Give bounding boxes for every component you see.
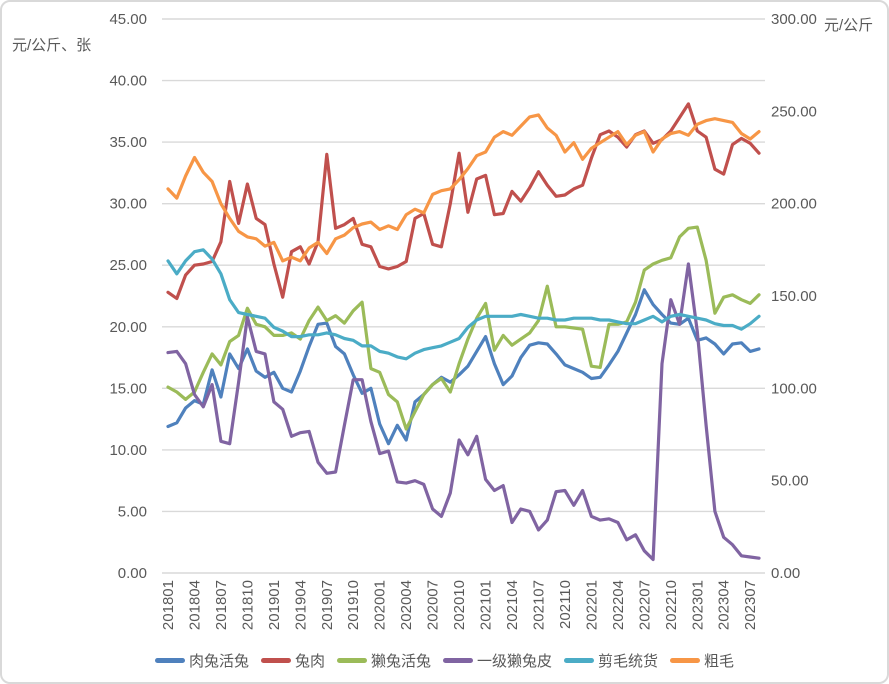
right-axis-tick-label: 300.00 — [771, 11, 817, 28]
x-axis-tick-label: 201810 — [239, 580, 256, 630]
x-axis-tick-label: 202301 — [689, 580, 706, 630]
legend-item-粗毛: 粗毛 — [670, 650, 734, 671]
left-axis-tick-label: 40.00 — [109, 73, 147, 90]
x-axis-tick-label: 202101 — [478, 580, 495, 630]
right-axis-tick-label: 250.00 — [771, 103, 817, 120]
left-axis-tick-label: 35.00 — [109, 134, 147, 151]
legend-swatch-icon — [564, 657, 595, 663]
left-axis-tick-label: 0.00 — [118, 565, 147, 582]
left-axis-tick-label: 30.00 — [109, 196, 147, 213]
right-axis-unit-label: 元/公斤 — [824, 17, 874, 34]
x-axis-tick-label: 202010 — [451, 580, 468, 630]
left-axis-tick-label: 25.00 — [109, 257, 147, 274]
x-axis-tick-label: 201804 — [187, 580, 204, 630]
legend-swatch-icon — [336, 657, 367, 663]
legend-label: 兔肉 — [294, 652, 325, 670]
x-axis-tick-label: 201807 — [213, 580, 230, 630]
legend-item-一级獭兔皮: 一级獭兔皮 — [443, 650, 552, 671]
left-axis-tick-label: 20.00 — [109, 319, 147, 336]
x-axis-tick-label: 202107 — [531, 580, 548, 630]
x-axis-tick-label: 202210 — [663, 580, 680, 630]
legend-label: 粗毛 — [704, 652, 735, 670]
legend-label: 剪毛统货 — [598, 652, 659, 670]
legend-swatch-icon — [154, 657, 185, 663]
legend-item-獭兔活兔: 獭兔活兔 — [336, 650, 431, 671]
left-axis-tick-label: 45.00 — [109, 11, 147, 28]
x-axis-tick-label: 202001 — [372, 580, 389, 630]
left-axis-tick-label: 10.00 — [109, 442, 147, 459]
series-line-4-剪毛统货 — [166, 248, 761, 361]
chart-legend: 肉兔活兔 兔肉 獭兔活兔 一级獭兔皮 剪毛统货 粗毛 — [2, 648, 887, 672]
legend-item-兔肉: 兔肉 — [260, 650, 325, 671]
x-axis-tick-label: 202204 — [610, 580, 627, 630]
legend-swatch-icon — [260, 657, 291, 663]
x-axis-tick-label: 202004 — [398, 580, 415, 630]
x-axis-tick-label: 201904 — [292, 580, 309, 630]
legend-label: 肉兔活兔 — [188, 652, 249, 670]
legend-swatch-icon — [443, 657, 473, 663]
x-axis-tick-label: 202110 — [557, 580, 574, 629]
x-axis-tick-label: 201907 — [319, 580, 336, 630]
right-axis-tick-label: 150.00 — [771, 288, 817, 305]
legend-swatch-icon — [670, 657, 701, 663]
series-line-3-一级獭兔皮 — [166, 262, 761, 562]
legend-item-剪毛统货: 剪毛统货 — [564, 650, 658, 671]
x-axis-tick-label: 201910 — [345, 580, 362, 630]
x-axis-tick-label: 202007 — [425, 580, 442, 630]
x-axis-tick-label: 202207 — [636, 580, 653, 630]
legend-item-肉兔活兔: 肉兔活兔 — [154, 650, 249, 671]
x-axis-tick-label: 201801 — [160, 580, 177, 630]
x-axis-tick-label: 202304 — [716, 580, 733, 630]
x-axis-tick-label: 201901 — [266, 580, 283, 630]
legend-label: 一级獭兔皮 — [477, 652, 553, 670]
left-axis-tick-label: 15.00 — [109, 380, 147, 397]
left-axis-unit-label: 元/公斤、张 — [12, 37, 92, 54]
right-axis-tick-label: 50.00 — [771, 473, 809, 490]
right-axis-tick-label: 200.00 — [771, 196, 817, 213]
x-axis-tick-label: 202201 — [583, 580, 600, 630]
legend-label: 獭兔活兔 — [370, 652, 431, 670]
series-line-0-肉兔活兔 — [166, 288, 761, 446]
series-line-5-粗毛 — [166, 113, 761, 263]
right-axis-tick-label: 0.00 — [771, 565, 800, 582]
left-axis-tick-label: 5.00 — [118, 503, 147, 520]
x-axis-tick-label: 202307 — [742, 580, 759, 630]
series-line-2-獭兔活兔 — [166, 225, 761, 431]
x-axis-tick-label: 202104 — [504, 580, 521, 630]
right-axis-tick-label: 100.00 — [771, 380, 817, 397]
